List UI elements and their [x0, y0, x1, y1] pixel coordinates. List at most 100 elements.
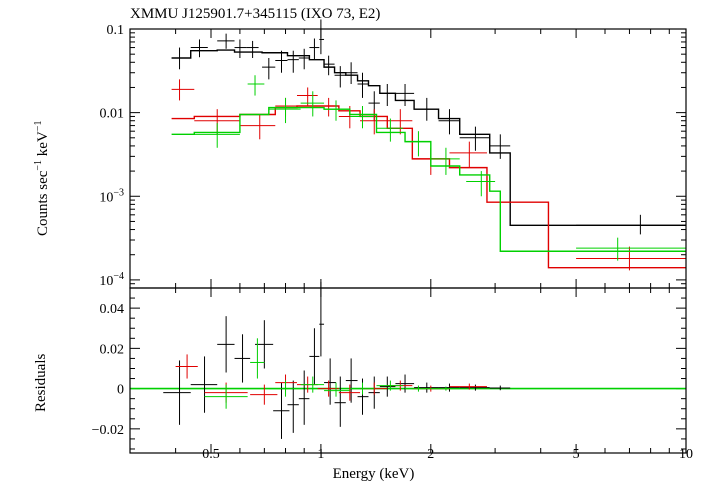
data-point: [287, 50, 299, 73]
x-tick-label: 10: [679, 447, 693, 462]
data-point: [338, 384, 361, 401]
series-series_3-residuals: [204, 338, 460, 409]
data-point: [163, 360, 191, 425]
y-tick-label: 0.04: [100, 302, 125, 317]
y-tick-label: 0.01: [100, 107, 125, 122]
data-point: [287, 380, 299, 433]
data-point: [349, 382, 375, 395]
y-tick-label: 0: [117, 383, 124, 398]
data-point: [194, 123, 240, 148]
data-point: [171, 47, 191, 70]
data-point: [576, 237, 686, 261]
data-point: [405, 131, 431, 157]
y-tick-label: 0.02: [100, 342, 125, 357]
series-series_1-residuals: [163, 281, 511, 439]
data-point: [273, 382, 290, 439]
data-point: [298, 48, 310, 70]
data-point: [414, 97, 439, 121]
data-point: [234, 334, 251, 383]
data-point: [360, 109, 388, 135]
data-point: [430, 147, 460, 175]
data-point: [438, 109, 460, 135]
data-point: [376, 118, 404, 142]
y-tick-label: 10−4: [99, 271, 124, 289]
data-point: [190, 356, 218, 413]
data-point: [414, 382, 439, 393]
series-series_2-spectrum: [171, 79, 686, 271]
panel-spectrum: 0.1 0.01 10−3 10−4: [99, 19, 687, 289]
data-point: [334, 66, 346, 88]
data-point: [300, 376, 325, 393]
data-point: [345, 358, 358, 403]
series-series_2-residuals: [175, 354, 487, 405]
data-point: [247, 75, 265, 96]
panel-frame: [129, 287, 687, 454]
data-point: [449, 383, 487, 390]
data-point: [395, 83, 415, 107]
y-tick-label: −0.02: [92, 423, 124, 438]
x-tick-label: 1: [317, 447, 324, 462]
x-tick-label: 2: [427, 447, 434, 462]
model-step-line: [171, 105, 686, 269]
data-point: [217, 33, 235, 49]
data-point: [438, 383, 460, 392]
data-point: [298, 370, 310, 425]
data-point: [489, 134, 511, 159]
data-point: [489, 385, 511, 391]
data-point: [275, 50, 288, 73]
data-point: [459, 126, 490, 151]
data-point: [319, 19, 325, 55]
data-point: [204, 384, 248, 409]
data-point: [250, 338, 265, 379]
y-tick-label: 0.1: [107, 23, 125, 38]
data-point: [459, 384, 490, 391]
data-point: [246, 40, 259, 59]
data-point: [319, 281, 325, 357]
model-step-line: [171, 106, 686, 252]
data-point: [262, 58, 276, 80]
data-point: [449, 141, 487, 168]
data-point: [324, 382, 350, 397]
data-point: [300, 91, 325, 117]
data-point: [234, 39, 247, 59]
data-point: [317, 380, 339, 397]
data-point: [268, 97, 301, 124]
series-series_3-spectrum: [171, 75, 686, 261]
data-point: [379, 83, 396, 107]
data-point: [250, 384, 278, 405]
data-point: [376, 380, 404, 391]
x-axis-label: Energy (keV): [332, 466, 415, 482]
data-point: [395, 374, 415, 393]
data-point: [357, 72, 369, 98]
chart-title: XMMU J125901.7+345115 (IXO 73, E2): [130, 6, 381, 22]
data-point: [345, 62, 358, 84]
data-point: [576, 214, 686, 235]
data-point: [317, 97, 339, 117]
panel-residuals: 0.04 0.02 0 −0.02: [92, 281, 687, 454]
data-point: [466, 171, 496, 197]
data-point: [576, 246, 686, 271]
x-tick-label: 0.5: [202, 447, 220, 462]
data-point: [349, 106, 375, 129]
data-point: [217, 316, 235, 373]
data-point: [175, 354, 198, 379]
data-point: [239, 114, 276, 140]
series-series_1-spectrum: [171, 19, 686, 235]
data-point: [334, 376, 346, 427]
panel-frame: [129, 28, 687, 289]
data-point: [171, 79, 195, 101]
data-point: [309, 38, 320, 60]
data-point: [324, 55, 335, 76]
y-tick-label: 10−3: [99, 187, 124, 205]
data-point: [324, 100, 350, 121]
data-point: [268, 380, 301, 397]
data-point: [255, 320, 274, 369]
data-point: [379, 376, 396, 397]
data-point: [430, 386, 460, 391]
x-tick-label: 5: [573, 447, 580, 462]
model-step-line: [171, 49, 686, 226]
data-point: [357, 378, 369, 415]
data-point: [324, 358, 337, 405]
data-point: [309, 328, 320, 385]
